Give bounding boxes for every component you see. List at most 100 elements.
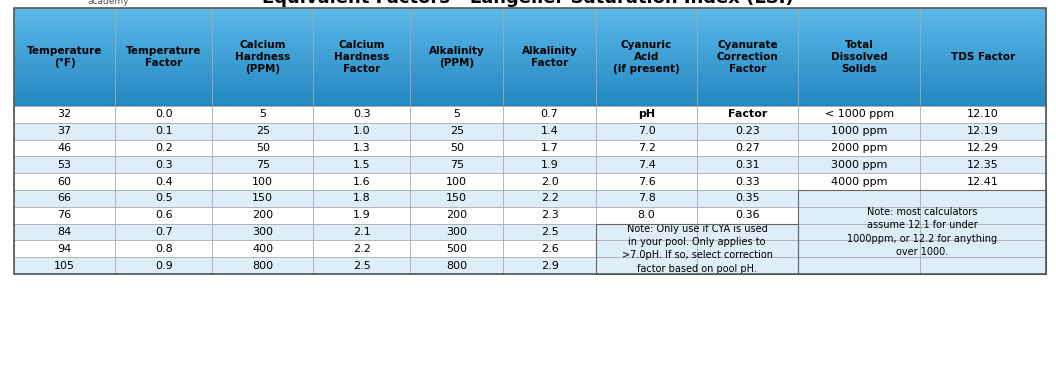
Bar xyxy=(697,140,798,156)
Text: 300: 300 xyxy=(447,227,467,237)
Bar xyxy=(14,42,1046,45)
Text: 25: 25 xyxy=(450,126,464,136)
Bar xyxy=(503,156,596,173)
Text: 1.9: 1.9 xyxy=(353,210,371,220)
Text: 1.0: 1.0 xyxy=(353,126,371,136)
Bar xyxy=(314,257,411,274)
Bar xyxy=(697,223,798,240)
Text: < 1000 ppm: < 1000 ppm xyxy=(825,109,893,119)
Bar xyxy=(115,106,212,123)
Bar xyxy=(920,223,1046,240)
Text: Cyanurate
Correction
Factor: Cyanurate Correction Factor xyxy=(717,40,778,74)
Bar xyxy=(14,62,1046,65)
Text: 2000 ppm: 2000 ppm xyxy=(831,143,887,153)
Text: 66: 66 xyxy=(58,194,72,204)
Bar xyxy=(14,35,1046,37)
Bar xyxy=(920,156,1046,173)
Text: TDS Factor: TDS Factor xyxy=(950,52,1015,62)
Text: 7.0: 7.0 xyxy=(638,126,656,136)
Text: 0.6: 0.6 xyxy=(155,210,172,220)
Text: 12.35: 12.35 xyxy=(967,160,999,170)
Bar xyxy=(115,156,212,173)
Bar xyxy=(14,94,1046,96)
Text: Equivalent Factors - Langelier Saturation Index (LSI): Equivalent Factors - Langelier Saturatio… xyxy=(262,0,794,7)
Bar xyxy=(314,207,411,223)
Bar xyxy=(14,86,1046,89)
Text: Cyanuric
Acid
(if present): Cyanuric Acid (if present) xyxy=(614,40,680,74)
Bar xyxy=(920,123,1046,140)
Bar xyxy=(411,240,503,257)
Bar xyxy=(596,106,697,123)
Bar xyxy=(212,140,314,156)
Bar xyxy=(920,190,1046,207)
Text: 400: 400 xyxy=(252,244,274,254)
Bar xyxy=(503,123,596,140)
Bar xyxy=(697,106,798,123)
Text: 0.4: 0.4 xyxy=(155,177,172,187)
Bar xyxy=(920,190,1046,207)
Bar xyxy=(14,207,115,223)
Bar xyxy=(314,240,411,257)
Text: 0.7: 0.7 xyxy=(541,109,559,119)
Bar xyxy=(503,140,596,156)
Text: 105: 105 xyxy=(54,261,75,271)
Bar xyxy=(115,257,212,274)
Text: 0.23: 0.23 xyxy=(735,126,760,136)
Bar xyxy=(14,52,1046,55)
Bar xyxy=(14,37,1046,40)
Text: 0.27: 0.27 xyxy=(735,143,760,153)
Bar xyxy=(14,25,1046,28)
Text: 94: 94 xyxy=(57,244,72,254)
Bar xyxy=(14,257,115,274)
Text: 0.5: 0.5 xyxy=(155,194,172,204)
Bar xyxy=(14,190,115,207)
Text: 100: 100 xyxy=(447,177,467,187)
Bar xyxy=(14,81,1046,84)
Bar xyxy=(697,257,798,274)
Bar xyxy=(411,190,503,207)
Bar xyxy=(314,190,411,207)
Bar xyxy=(596,257,697,274)
Bar xyxy=(314,156,411,173)
Text: 60: 60 xyxy=(58,177,72,187)
Bar xyxy=(697,207,798,223)
Text: 12.29: 12.29 xyxy=(967,143,999,153)
Bar xyxy=(411,140,503,156)
Bar xyxy=(503,257,596,274)
Text: Alkalinity
(PPM): Alkalinity (PPM) xyxy=(429,46,485,68)
Text: 0.3: 0.3 xyxy=(155,160,172,170)
Bar xyxy=(503,240,596,257)
Bar xyxy=(798,106,920,123)
Text: 1.8: 1.8 xyxy=(353,194,371,204)
Text: 0.1: 0.1 xyxy=(155,126,172,136)
Bar xyxy=(14,47,1046,50)
Bar xyxy=(697,173,798,190)
Text: 2.6: 2.6 xyxy=(541,244,559,254)
Bar xyxy=(14,8,1046,10)
Bar xyxy=(14,96,1046,99)
Bar xyxy=(920,207,1046,223)
Bar xyxy=(212,190,314,207)
Bar xyxy=(14,74,1046,76)
Bar xyxy=(798,240,920,257)
Text: Factor: Factor xyxy=(728,109,768,119)
Bar xyxy=(314,173,411,190)
Text: 0.35: 0.35 xyxy=(735,194,760,204)
Bar xyxy=(14,104,1046,106)
Text: academy: academy xyxy=(88,0,130,7)
Text: 12.19: 12.19 xyxy=(967,126,999,136)
Text: 800: 800 xyxy=(252,261,274,271)
Text: 2.5: 2.5 xyxy=(541,227,559,237)
Text: Total
Dissolved
Solids: Total Dissolved Solids xyxy=(831,40,888,74)
Text: 2.3: 2.3 xyxy=(541,210,559,220)
Text: 75: 75 xyxy=(256,160,269,170)
Bar xyxy=(212,156,314,173)
Bar xyxy=(14,40,1046,42)
Bar xyxy=(503,173,596,190)
Text: 0.2: 0.2 xyxy=(155,143,172,153)
Text: 32: 32 xyxy=(57,109,72,119)
Bar xyxy=(14,20,1046,23)
Text: 1.7: 1.7 xyxy=(541,143,559,153)
Bar xyxy=(212,240,314,257)
Bar xyxy=(697,240,798,257)
